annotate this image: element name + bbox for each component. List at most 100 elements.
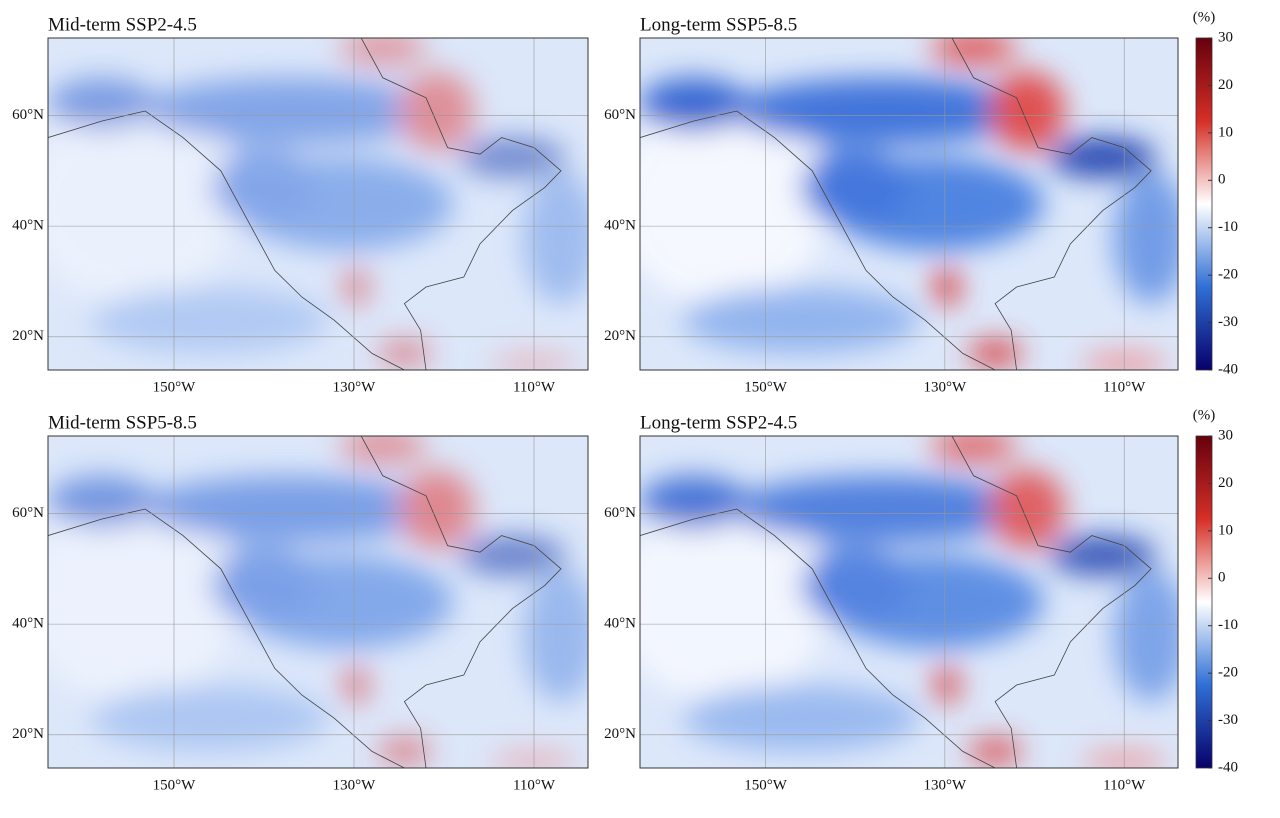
field-blob (48, 475, 156, 529)
x-tick-label: 110°W (513, 777, 556, 793)
map-field (640, 38, 1178, 370)
x-tick-label: 150°W (153, 777, 196, 793)
x-tick-label: 110°W (513, 379, 556, 395)
y-tick-label: 40°N (604, 616, 636, 632)
field-blob (458, 535, 567, 576)
field-blob (930, 436, 1017, 463)
colorbar-tick-label: -20 (1218, 665, 1238, 681)
field-blob (523, 170, 588, 304)
coastline (360, 38, 562, 370)
coastline (48, 110, 405, 370)
field-blob (640, 104, 829, 304)
y-tick-label: 40°N (604, 218, 636, 234)
x-tick-label: 130°W (924, 379, 967, 395)
field-blobs (640, 436, 1178, 768)
colorbar-tick-label: 20 (1218, 475, 1233, 491)
field-blob (139, 77, 443, 145)
x-tick-label: 110°W (1103, 777, 1146, 793)
colorbar-tick-label: 0 (1218, 172, 1226, 188)
field-blob (399, 71, 475, 151)
colorbar-tick-label: 30 (1218, 29, 1233, 45)
map-frame (47, 37, 589, 371)
y-tick-label: 20°N (604, 726, 636, 742)
field-blob (968, 340, 1022, 367)
field-blob (683, 287, 920, 354)
field-blob (458, 137, 567, 178)
colorbar-tick-label: -40 (1218, 361, 1238, 377)
field-blob (339, 436, 426, 463)
y-tick-label: 20°N (12, 328, 44, 344)
field-blob (640, 502, 829, 702)
field-blob (989, 469, 1066, 549)
field-blob (1048, 535, 1157, 576)
colorbar-tick-label: -10 (1218, 617, 1238, 633)
colorbar-ramp (1195, 37, 1213, 371)
coastline (48, 508, 405, 768)
map-panel: 150°W 130°W 110°W 60°N 40°N 20°N Long-term SSP… (604, 14, 1179, 395)
field-blob (968, 738, 1022, 765)
field-blob (933, 665, 961, 705)
field-blob (139, 475, 443, 543)
colorbar-tick-label: -30 (1218, 314, 1238, 330)
field-blob (48, 502, 237, 702)
colorbar: 30 20 10 0 -10 -20 -30 -40 (%) (1193, 407, 1238, 775)
field-blob (683, 685, 920, 752)
colorbar-unit: (%) (1193, 407, 1216, 423)
field-blob (640, 77, 748, 131)
map-field (48, 436, 588, 768)
map-frame (639, 435, 1179, 769)
y-tick-label: 40°N (12, 616, 44, 632)
panel-title: Long-term SSP5-8.5 (640, 14, 797, 35)
map-field (48, 38, 588, 370)
colorbar: 30 20 10 0 -10 -20 -30 -40 (%) (1193, 9, 1238, 377)
map-panel: 150°W 130°W 110°W 60°N 40°N 20°N Mid-term SSP5… (12, 412, 589, 793)
coastline (951, 38, 1152, 370)
field-blob (342, 665, 370, 705)
field-blob (91, 287, 329, 354)
field-blob (91, 685, 329, 752)
coastline (951, 436, 1152, 768)
colorbar-tick-label: 0 (1218, 570, 1226, 586)
colorbar-tick-label: -10 (1218, 219, 1238, 235)
field-blob (989, 71, 1066, 151)
field-blob (1113, 568, 1178, 702)
map-frame (47, 435, 589, 769)
colorbar-tick-label: 20 (1218, 77, 1233, 93)
x-tick-label: 150°W (744, 379, 787, 395)
field-blob (1113, 170, 1178, 304)
coastline (640, 110, 996, 370)
field-blob (377, 738, 432, 765)
x-tick-label: 130°W (924, 777, 967, 793)
field-blob (210, 545, 318, 626)
map-frame (639, 37, 1179, 371)
field-blob (640, 475, 748, 529)
field-blob (210, 147, 318, 228)
y-tick-label: 60°N (12, 107, 44, 123)
colorbar-tick-label: 10 (1218, 124, 1233, 140)
map-panel: 150°W 130°W 110°W 60°N 40°N 20°N Mid-term SSP2… (12, 14, 589, 395)
x-tick-label: 150°W (744, 777, 787, 793)
field-blob (342, 267, 370, 307)
field-blobs (48, 38, 588, 370)
coastline (360, 436, 562, 768)
x-tick-label: 130°W (333, 777, 376, 793)
field-blob (48, 77, 156, 131)
field-blob (1048, 137, 1157, 178)
field-blob (731, 475, 1033, 543)
y-tick-label: 60°N (12, 505, 44, 521)
field-blob (801, 147, 909, 228)
x-tick-label: 130°W (333, 379, 376, 395)
field-blob (523, 568, 588, 702)
field-blob (933, 267, 961, 307)
map-field (640, 436, 1178, 768)
x-tick-label: 150°W (153, 379, 196, 395)
panel-title: Mid-term SSP2-4.5 (48, 14, 197, 35)
panel-title: Mid-term SSP5-8.5 (48, 412, 197, 433)
field-blob (731, 77, 1033, 145)
colorbar-tick-label: 10 (1218, 522, 1233, 538)
field-blob (48, 104, 237, 304)
y-tick-label: 40°N (12, 218, 44, 234)
colorbar-ramp (1195, 435, 1213, 769)
field-blobs (640, 38, 1178, 370)
field-blob (930, 38, 1017, 65)
